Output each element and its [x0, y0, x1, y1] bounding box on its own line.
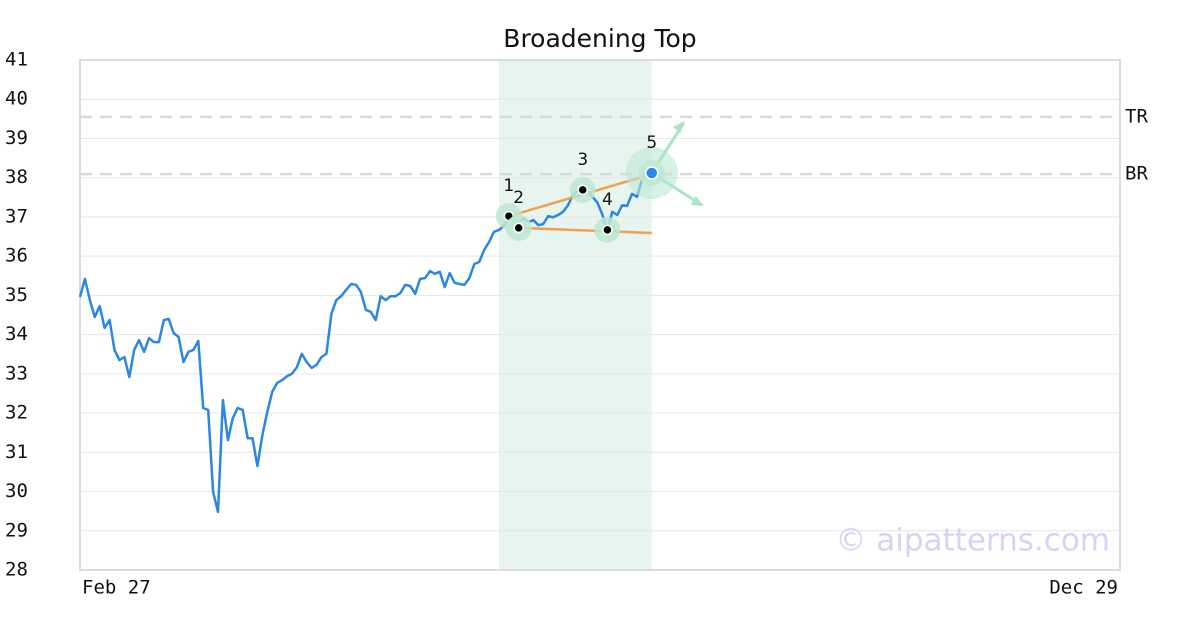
- y-tick-label: 30: [5, 480, 28, 502]
- y-tick-label: 34: [5, 323, 28, 345]
- price-line: [78, 171, 652, 514]
- reference-label: TR: [1125, 105, 1148, 127]
- arrow-head: [672, 120, 685, 133]
- y-tick-label: 36: [5, 245, 28, 267]
- plot-border: [79, 59, 1121, 571]
- y-tick-label: 38: [5, 166, 28, 188]
- pattern-point: [602, 224, 613, 236]
- x-tick-label: Feb 27: [82, 577, 151, 599]
- pattern-label: 2: [513, 188, 524, 208]
- pattern-label: 1: [503, 176, 514, 196]
- watermark: © aipatterns.com: [835, 523, 1110, 559]
- pattern-label: 3: [577, 150, 588, 170]
- reference-label: BR: [1125, 163, 1148, 185]
- y-tick-label: 39: [5, 127, 28, 149]
- pattern-point: [645, 166, 659, 180]
- arrow-head: [690, 195, 704, 206]
- pattern-point: [513, 222, 524, 234]
- pattern-point: [577, 184, 588, 196]
- y-tick-label: 41: [5, 49, 28, 71]
- y-tick-label: 33: [5, 362, 28, 384]
- y-tick-label: 35: [5, 284, 28, 306]
- y-tick-label: 40: [5, 88, 28, 110]
- y-tick-label: 31: [5, 441, 28, 463]
- y-tick-label: 37: [5, 205, 28, 227]
- chart-title: Broadening Top: [503, 24, 696, 53]
- pattern-label: 5: [646, 133, 657, 153]
- y-tick-label: 32: [5, 402, 28, 424]
- pattern-label: 4: [602, 190, 613, 210]
- x-tick-label: Dec 29: [1049, 577, 1118, 599]
- pattern-region: [498, 60, 652, 570]
- y-tick-label: 28: [5, 559, 28, 581]
- trendline: [518, 226, 652, 235]
- y-tick-label: 29: [5, 519, 28, 541]
